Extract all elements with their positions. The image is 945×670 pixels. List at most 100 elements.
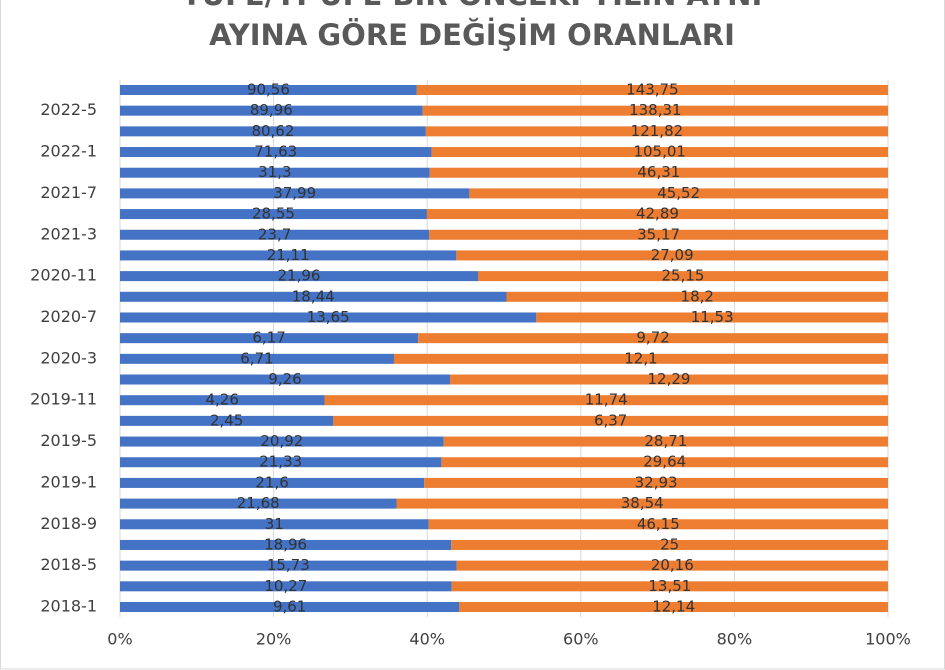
- x-tick-label: 80%: [717, 630, 753, 649]
- bar-segment: [443, 436, 888, 447]
- bar-segment: [120, 395, 325, 406]
- bar-segment: [120, 333, 419, 344]
- bar-segment: [456, 560, 888, 571]
- data-label: 11,53: [691, 308, 734, 326]
- bar-segment: [425, 126, 888, 137]
- data-label: 71,63: [254, 143, 297, 161]
- bar-segment: [120, 353, 394, 364]
- data-label: 21,68: [237, 494, 280, 512]
- bar-segment: [120, 374, 451, 385]
- data-label: 27,09: [651, 246, 694, 264]
- data-label: 25: [660, 535, 679, 553]
- bar-segment: [120, 560, 457, 571]
- bar-segment: [120, 519, 429, 530]
- y-tick-label: 2021-7: [40, 183, 97, 202]
- data-label: 10,27: [264, 577, 307, 595]
- data-label: 2,45: [210, 411, 243, 429]
- data-label: 35,17: [637, 225, 680, 243]
- data-label: 37,99: [273, 184, 316, 202]
- bar-segment: [120, 85, 417, 95]
- bar-segment: [418, 333, 888, 344]
- chart-title: AYINA GÖRE DEĞİŞİM ORANLARI: [209, 18, 735, 52]
- data-label: 28,71: [644, 432, 687, 450]
- data-label: 80,62: [251, 122, 294, 140]
- bar-segment: [477, 271, 888, 282]
- bar-segment: [120, 271, 478, 282]
- bar-segment: [429, 229, 888, 240]
- data-label: 46,31: [637, 163, 680, 181]
- bar-segment: [120, 581, 452, 592]
- bar-segment: [416, 85, 888, 95]
- y-tick-label: 2018-5: [40, 555, 97, 574]
- data-label: 18,96: [264, 535, 307, 553]
- bar-segment: [120, 415, 334, 426]
- bar-segment: [120, 291, 507, 302]
- data-label: 45,52: [657, 184, 700, 202]
- data-label: 21,11: [267, 246, 310, 264]
- data-label: 31: [265, 515, 284, 533]
- bar-segment: [396, 498, 888, 509]
- data-label: 46,15: [637, 515, 680, 533]
- y-tick-label: 2020-7: [40, 307, 97, 326]
- bar-segment: [120, 250, 457, 261]
- y-tick-label: 2018-1: [40, 597, 97, 616]
- data-label: 15,73: [267, 556, 310, 574]
- data-label: 9,26: [268, 370, 301, 388]
- bar-segment: [428, 519, 888, 530]
- data-label: 6,17: [252, 329, 285, 347]
- data-label: 18,2: [681, 287, 714, 305]
- bar-segment: [424, 477, 888, 488]
- x-tick-label: 20%: [256, 630, 292, 649]
- bar-segment: [120, 602, 460, 612]
- bar-segment: [324, 395, 889, 406]
- data-label: 21,96: [278, 267, 321, 285]
- data-label: 9,61: [273, 598, 306, 616]
- bar-segment: [441, 457, 888, 468]
- data-label: 138,31: [629, 101, 682, 119]
- bar-segment: [120, 126, 426, 137]
- data-label: 4,26: [206, 391, 239, 409]
- data-label: 32,93: [635, 473, 678, 491]
- bar-segment: [431, 147, 888, 158]
- x-tick-label: 0%: [107, 630, 132, 649]
- x-tick-label: 60%: [563, 630, 599, 649]
- y-tick-label: 2019-1: [40, 472, 97, 491]
- bar-segment: [120, 539, 452, 550]
- data-label: 13,65: [307, 308, 350, 326]
- data-label: 105,01: [633, 143, 686, 161]
- bar-segment: [120, 105, 423, 116]
- data-label: 12,14: [652, 598, 695, 616]
- data-label: 9,72: [636, 329, 669, 347]
- data-label: 25,15: [662, 267, 705, 285]
- bar-segment: [393, 353, 888, 364]
- bar-segment: [120, 457, 442, 468]
- data-label: 13,51: [648, 577, 691, 595]
- bar-segment: [459, 602, 888, 612]
- bar-segment: [120, 436, 444, 447]
- data-label: 42,89: [636, 205, 679, 223]
- y-tick-label: 2019-5: [40, 431, 97, 450]
- bar-segment: [422, 105, 888, 116]
- data-label: 21,6: [255, 473, 288, 491]
- bar-segment: [536, 312, 888, 323]
- data-label: 20,92: [260, 432, 303, 450]
- data-label: 11,74: [585, 391, 628, 409]
- data-label: 121,82: [631, 122, 684, 140]
- data-label: 12,1: [624, 349, 657, 367]
- bar-segment: [120, 209, 427, 220]
- bar-segment: [456, 250, 888, 261]
- data-label: 18,44: [292, 287, 335, 305]
- bar-segment: [333, 415, 888, 426]
- bar-segment: [120, 188, 470, 199]
- data-label: 20,16: [651, 556, 694, 574]
- bar-segment: [450, 374, 888, 385]
- y-tick-label: 2021-3: [40, 224, 97, 243]
- bar-segment: [469, 188, 888, 199]
- data-label: 90,56: [247, 81, 290, 99]
- data-label: 6,37: [594, 411, 627, 429]
- y-tick-label: 2019-11: [30, 390, 97, 409]
- bar-segment: [451, 539, 888, 550]
- bar-segment: [426, 209, 888, 220]
- bar-segment: [120, 477, 425, 488]
